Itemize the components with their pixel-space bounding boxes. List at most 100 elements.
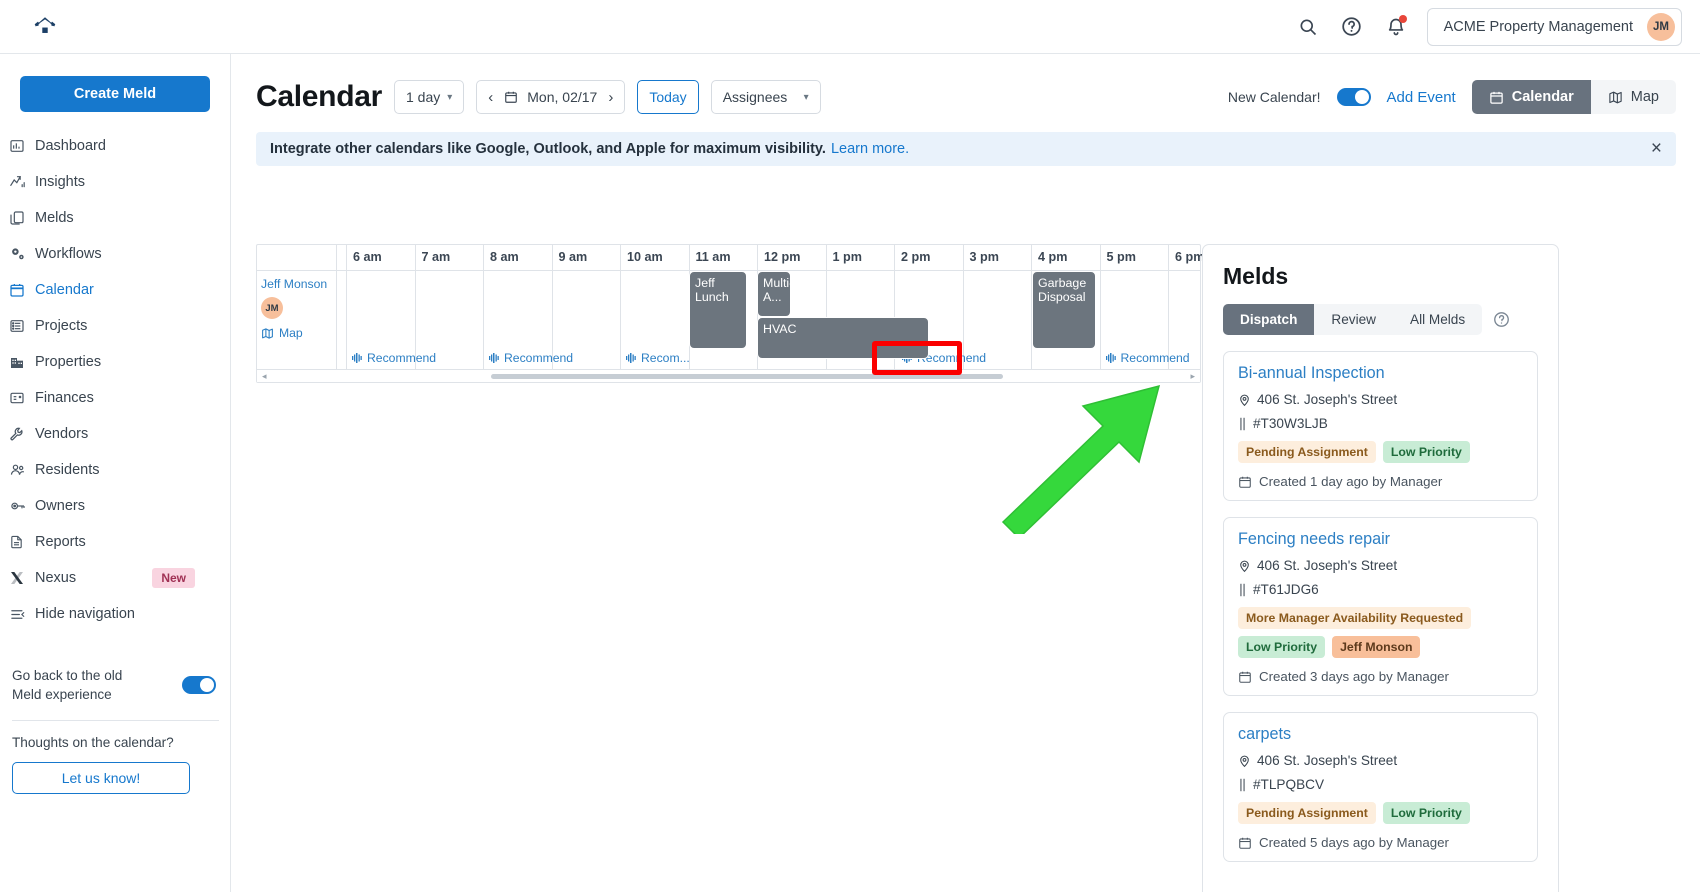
calendar-icon	[1238, 836, 1252, 850]
meld-title-link[interactable]: Fencing needs repair	[1238, 530, 1391, 548]
meld-address: 406 St. Joseph's Street	[1257, 558, 1398, 573]
tab-all-melds[interactable]: All Melds	[1393, 304, 1482, 335]
recommend-link[interactable]: Recommend	[488, 351, 573, 365]
hour-header-cell: 12 pm	[758, 245, 827, 270]
hour-label: 4 pm	[1038, 250, 1068, 264]
meld-card[interactable]: carpets 406 St. Joseph's Street #TLPQBCV…	[1223, 712, 1538, 862]
sidebar-item-calendar[interactable]: Calendar	[0, 272, 230, 308]
calendar-resource-row: Jeff Monson JM Map	[257, 271, 1238, 369]
tab-review[interactable]: Review	[1314, 304, 1393, 335]
create-meld-button[interactable]: Create Meld	[20, 76, 210, 112]
sidebar-item-insights[interactable]: Insights	[0, 164, 230, 200]
help-icon[interactable]	[1339, 14, 1365, 40]
calendar-slot[interactable]: Recommend	[347, 271, 436, 369]
range-select[interactable]: 1 day ▾	[393, 80, 465, 114]
app-logo[interactable]	[0, 14, 90, 40]
banner-learn-more-link[interactable]: Learn more.	[830, 141, 910, 157]
notification-bell-icon[interactable]	[1383, 14, 1409, 40]
calendar-slot[interactable]	[1032, 271, 1101, 369]
meld-title-link[interactable]: Bi-annual Inspection	[1238, 364, 1385, 382]
resource-name[interactable]: Jeff Monson	[261, 277, 328, 291]
recommend-icon	[1105, 353, 1117, 363]
help-circle-icon[interactable]	[1493, 311, 1510, 328]
recommend-link[interactable]: Recommend	[1105, 351, 1190, 365]
today-button-label: Today	[649, 89, 687, 105]
search-icon[interactable]	[1295, 14, 1321, 40]
calendar-slot[interactable]: Recommend	[484, 271, 573, 369]
calendar-event[interactable]: Jeff Lunch	[689, 271, 747, 349]
finances-icon	[9, 390, 35, 406]
calendar-grid: 6 am 7 am 8 am 9 am 10 am 11 am 12 pm 1 …	[256, 244, 1238, 383]
nexus-new-badge: New	[152, 568, 195, 588]
meld-id: #T61JDG6	[1253, 582, 1319, 597]
calendar-event[interactable]: Garbage Disposal	[1032, 271, 1096, 349]
calendar-event[interactable]: Multi-A...	[757, 271, 791, 317]
sidebar-item-workflows[interactable]: Workflows	[0, 236, 230, 272]
integrate-calendars-banner: Integrate other calendars like Google, O…	[256, 132, 1676, 166]
scroll-left-icon[interactable]: ◂	[262, 370, 267, 381]
old-experience-toggle[interactable]	[182, 676, 216, 694]
let-us-know-button[interactable]: Let us know!	[12, 762, 190, 794]
recommend-label: Recom...	[641, 351, 690, 365]
date-navigator[interactable]: ‹ Mon, 02/17 ›	[476, 80, 626, 114]
recommend-icon	[625, 353, 637, 363]
scrollbar-thumb[interactable]	[491, 374, 1003, 379]
recommend-link[interactable]: Recommend	[351, 351, 436, 365]
calendar-horizontal-scrollbar[interactable]: ◂ ▸	[257, 369, 1200, 382]
scroll-right-icon[interactable]: ▸	[1190, 370, 1195, 381]
sidebar-item-vendors[interactable]: Vendors	[0, 416, 230, 452]
new-calendar-toggle[interactable]	[1336, 88, 1371, 106]
sidebar-item-residents[interactable]: Residents	[0, 452, 230, 488]
scrollbar-track[interactable]	[269, 374, 1188, 379]
add-event-button[interactable]: Add Event	[1386, 88, 1456, 106]
sidebar-item-properties[interactable]: Properties	[0, 344, 230, 380]
prev-day-icon[interactable]: ‹	[488, 88, 494, 106]
calendar-gutter-cell	[337, 271, 347, 369]
recommend-label: Recommend	[1120, 351, 1190, 365]
melds-tabs: Dispatch Review All Melds	[1223, 304, 1483, 335]
meld-card[interactable]: Bi-annual Inspection 406 St. Joseph's St…	[1223, 351, 1538, 501]
top-bar-actions: ACME Property Management JM	[1295, 7, 1700, 46]
assignees-select[interactable]: Assignees ▾	[710, 80, 821, 114]
assignee-badge: Jeff Monson	[1332, 636, 1421, 658]
tab-map[interactable]: Map	[1591, 80, 1676, 114]
dashboard-icon	[9, 138, 35, 154]
tab-calendar[interactable]: Calendar	[1471, 80, 1591, 114]
sidebar-item-projects[interactable]: Projects	[0, 308, 230, 344]
org-switcher[interactable]: ACME Property Management JM	[1426, 7, 1682, 46]
main-content: Calendar 1 day ▾ ‹ Mon, 02/17 › Today	[231, 54, 1700, 892]
sidebar-item-reports[interactable]: Reports	[0, 524, 230, 560]
calendar-corner-cell	[257, 245, 337, 270]
tab-dispatch[interactable]: Dispatch	[1223, 304, 1315, 335]
resource-map-link[interactable]: Map	[261, 326, 336, 340]
sidebar-item-finances[interactable]: Finances	[0, 380, 230, 416]
resource-cell: Jeff Monson JM Map	[257, 271, 337, 369]
close-icon[interactable]: ×	[1650, 138, 1662, 159]
sidebar-item-label: Properties	[35, 354, 102, 370]
workflows-icon	[9, 246, 35, 263]
sidebar-item-nexus[interactable]: Nexus New	[0, 560, 230, 596]
current-date-label: Mon, 02/17	[527, 89, 598, 105]
calendar-slot[interactable]	[416, 271, 484, 369]
today-button[interactable]: Today	[637, 80, 699, 114]
meld-created-text: Created 5 days ago by Manager	[1259, 835, 1449, 850]
meld-id-row: #T61JDG6	[1238, 582, 1523, 597]
next-day-icon[interactable]: ›	[608, 88, 614, 106]
calendar-event[interactable]: HVAC	[757, 317, 929, 359]
sidebar-item-hide-navigation[interactable]: Hide navigation	[0, 596, 230, 632]
tab-all-melds-label: All Melds	[1410, 312, 1466, 327]
sidebar-item-label: Residents	[35, 462, 100, 478]
calendar-slot[interactable]	[964, 271, 1032, 369]
calendar-slot[interactable]: Recommend	[1101, 271, 1190, 369]
meld-card[interactable]: Fencing needs repair 406 St. Joseph's St…	[1223, 517, 1538, 696]
sidebar-item-dashboard[interactable]: Dashboard	[0, 128, 230, 164]
chevron-down-icon: ▾	[447, 91, 453, 103]
hour-header-cell: 4 pm	[1032, 245, 1101, 270]
meld-title-link[interactable]: carpets	[1238, 725, 1292, 743]
sidebar-item-owners[interactable]: Owners	[0, 488, 230, 524]
sidebar-item-melds[interactable]: Melds	[0, 200, 230, 236]
recommend-link[interactable]: Recom...	[625, 351, 690, 365]
calendar-slot[interactable]	[553, 271, 621, 369]
calendar-slot[interactable]: Recom...	[621, 271, 690, 369]
